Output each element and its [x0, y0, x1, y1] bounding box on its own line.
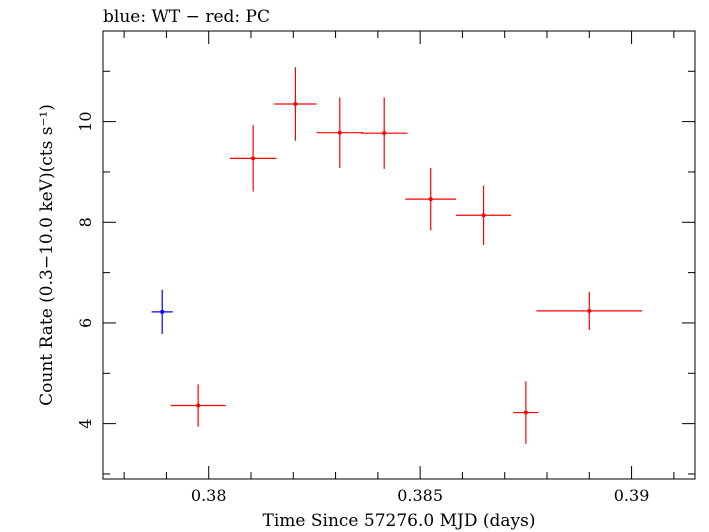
tick-labels: 0.38 0.385 0.39 4 6 8 10 — [76, 111, 649, 505]
data-point — [316, 97, 364, 168]
y-tick-label: 8 — [76, 217, 95, 227]
data-points — [151, 67, 643, 444]
data-point — [170, 384, 226, 427]
point-marker — [587, 308, 592, 313]
data-point — [536, 291, 643, 331]
data-point — [360, 97, 408, 169]
plot-frame — [102, 30, 696, 480]
point-marker — [382, 131, 387, 136]
point-marker — [251, 156, 256, 161]
point-marker — [523, 410, 528, 415]
data-point — [405, 167, 457, 231]
data-point — [513, 381, 539, 444]
y-tick-label: 4 — [76, 419, 95, 429]
x-tick-label: 0.38 — [191, 486, 227, 505]
x-axis-label: Time Since 57276.0 MJD (days) — [263, 511, 536, 531]
data-point — [229, 125, 277, 192]
data-point — [274, 67, 317, 141]
x-tick-label: 0.385 — [397, 486, 443, 505]
y-tick-label: 10 — [76, 111, 95, 131]
point-marker — [481, 213, 486, 218]
y-tick-label: 6 — [76, 318, 95, 328]
point-marker — [196, 403, 201, 408]
chart-title: blue: WT − red: PC — [103, 7, 270, 27]
point-marker — [428, 197, 433, 202]
x-tick-label: 0.39 — [614, 486, 650, 505]
point-marker — [337, 130, 342, 135]
y-axis-label: Count Rate (0.3−10.0 keV)(cts s⁻¹) — [37, 104, 57, 406]
point-marker — [293, 101, 298, 106]
axis-ticks — [103, 31, 695, 479]
data-point — [151, 289, 173, 335]
point-marker — [160, 309, 165, 314]
data-point — [456, 185, 512, 245]
